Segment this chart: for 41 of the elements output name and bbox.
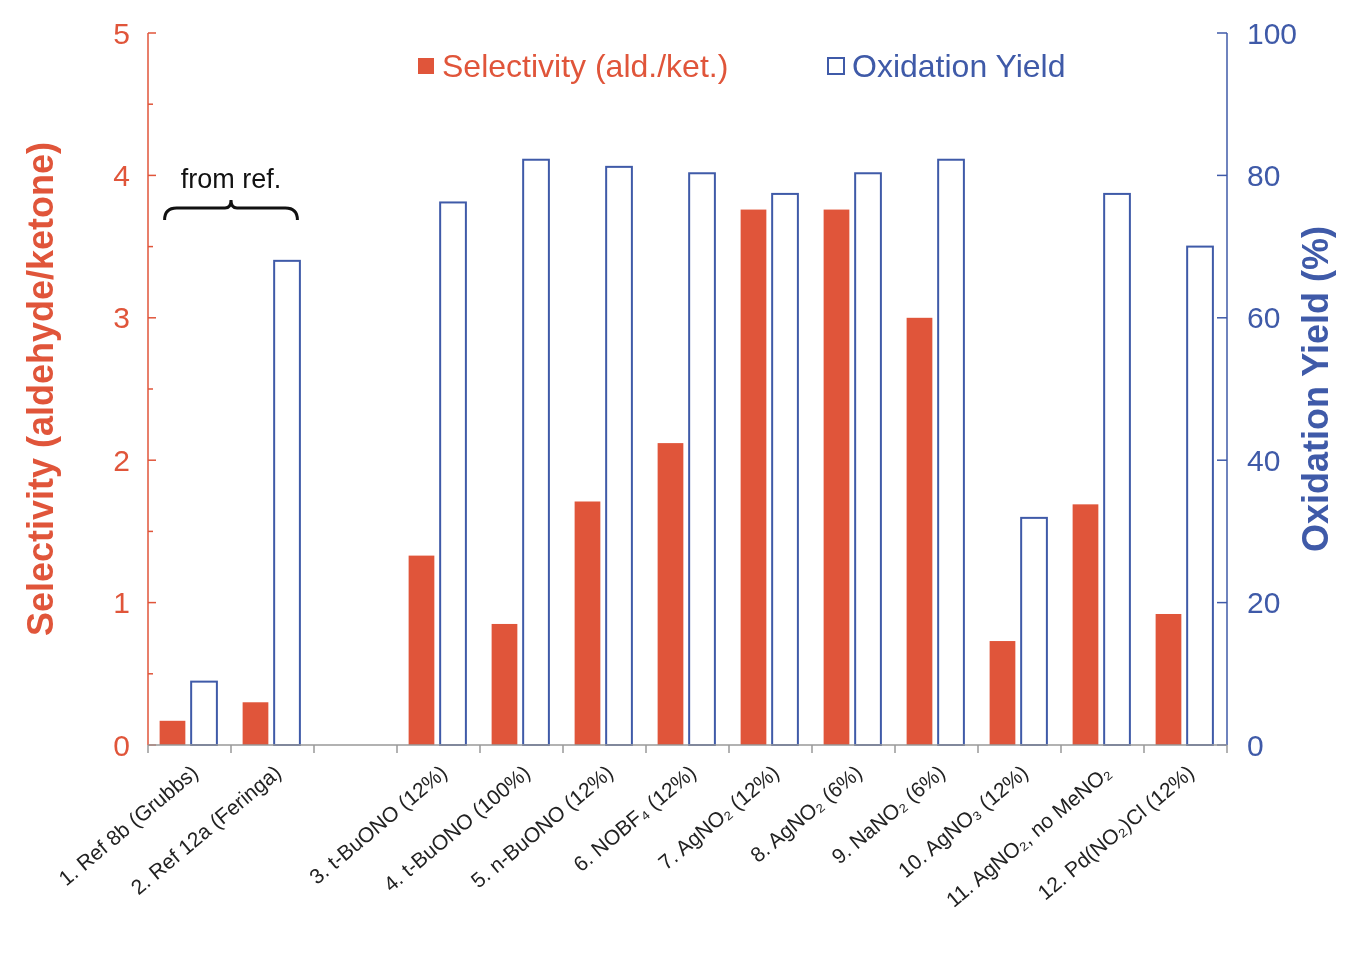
bar [854, 172, 882, 746]
legend-label: Oxidation Yield [852, 48, 1066, 85]
y-tick-label: 1 [113, 586, 130, 620]
y-tick-label: 0 [113, 728, 130, 762]
y2-tick-label: 20 [1247, 586, 1281, 620]
y-tick-label: 4 [113, 158, 130, 192]
bar [771, 192, 799, 746]
bar [989, 641, 1016, 745]
bar [574, 501, 601, 745]
legend-label: Selectivity (ald./ket.) [442, 48, 729, 85]
y-tick-label: 2 [113, 443, 130, 477]
bar [190, 680, 218, 746]
y2-tick-label: 80 [1247, 158, 1281, 192]
bar [906, 317, 933, 745]
bar [408, 555, 435, 745]
bar [1155, 613, 1182, 745]
y2-tick-label: 0 [1247, 728, 1264, 762]
bar [491, 623, 518, 745]
y-axis-title: Selectivity (aldehyde/ketone) [20, 141, 61, 637]
bar [688, 172, 716, 746]
bar [242, 702, 269, 745]
y-tick-label: 3 [113, 301, 130, 335]
y2-tick-label: 40 [1247, 443, 1281, 477]
y2-tick-label: 100 [1247, 16, 1298, 50]
y2-axis-title: Oxidation Yield (%) [1295, 225, 1336, 553]
annotation: from ref. [180, 164, 282, 194]
bar [522, 158, 550, 746]
bar [1072, 504, 1099, 745]
bar [439, 201, 467, 746]
bar [657, 443, 684, 745]
bar [605, 165, 633, 746]
y-tick-label: 5 [113, 16, 130, 50]
bar [159, 720, 186, 745]
bar [740, 209, 767, 745]
bar [1103, 192, 1131, 746]
bar [823, 209, 850, 745]
bar [937, 158, 965, 746]
bar [1186, 245, 1214, 746]
bar [1020, 516, 1048, 746]
y2-tick-label: 60 [1247, 301, 1281, 335]
bar [273, 259, 301, 746]
